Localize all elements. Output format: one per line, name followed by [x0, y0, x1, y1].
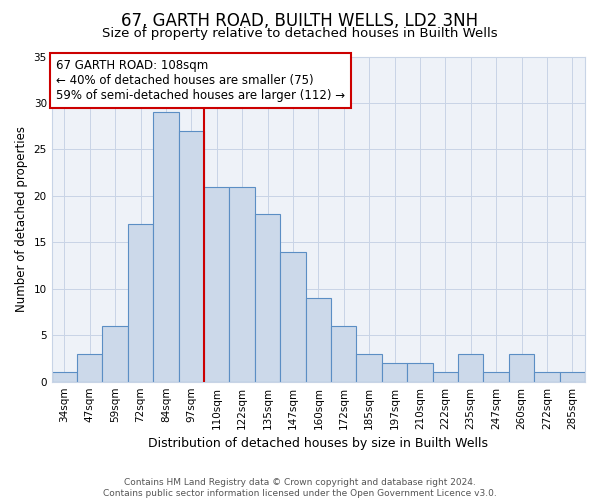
- Bar: [382, 363, 407, 382]
- Bar: [52, 372, 77, 382]
- Bar: [331, 326, 356, 382]
- Bar: [560, 372, 585, 382]
- Bar: [407, 363, 433, 382]
- Bar: [103, 326, 128, 382]
- Bar: [229, 186, 255, 382]
- Text: Contains HM Land Registry data © Crown copyright and database right 2024.
Contai: Contains HM Land Registry data © Crown c…: [103, 478, 497, 498]
- X-axis label: Distribution of detached houses by size in Builth Wells: Distribution of detached houses by size …: [148, 437, 488, 450]
- Text: 67 GARTH ROAD: 108sqm
← 40% of detached houses are smaller (75)
59% of semi-deta: 67 GARTH ROAD: 108sqm ← 40% of detached …: [56, 60, 345, 102]
- Bar: [77, 354, 103, 382]
- Bar: [255, 214, 280, 382]
- Bar: [204, 186, 229, 382]
- Text: Size of property relative to detached houses in Builth Wells: Size of property relative to detached ho…: [102, 28, 498, 40]
- Bar: [433, 372, 458, 382]
- Text: 67, GARTH ROAD, BUILTH WELLS, LD2 3NH: 67, GARTH ROAD, BUILTH WELLS, LD2 3NH: [121, 12, 479, 30]
- Bar: [305, 298, 331, 382]
- Bar: [280, 252, 305, 382]
- Bar: [179, 131, 204, 382]
- Y-axis label: Number of detached properties: Number of detached properties: [15, 126, 28, 312]
- Bar: [128, 224, 153, 382]
- Bar: [509, 354, 534, 382]
- Bar: [484, 372, 509, 382]
- Bar: [458, 354, 484, 382]
- Bar: [534, 372, 560, 382]
- Bar: [153, 112, 179, 382]
- Bar: [356, 354, 382, 382]
